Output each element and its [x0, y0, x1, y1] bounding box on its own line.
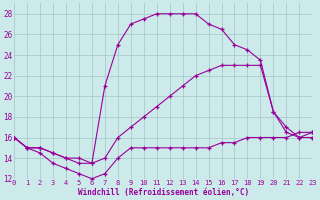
X-axis label: Windchill (Refroidissement éolien,°C): Windchill (Refroidissement éolien,°C) [78, 188, 249, 197]
